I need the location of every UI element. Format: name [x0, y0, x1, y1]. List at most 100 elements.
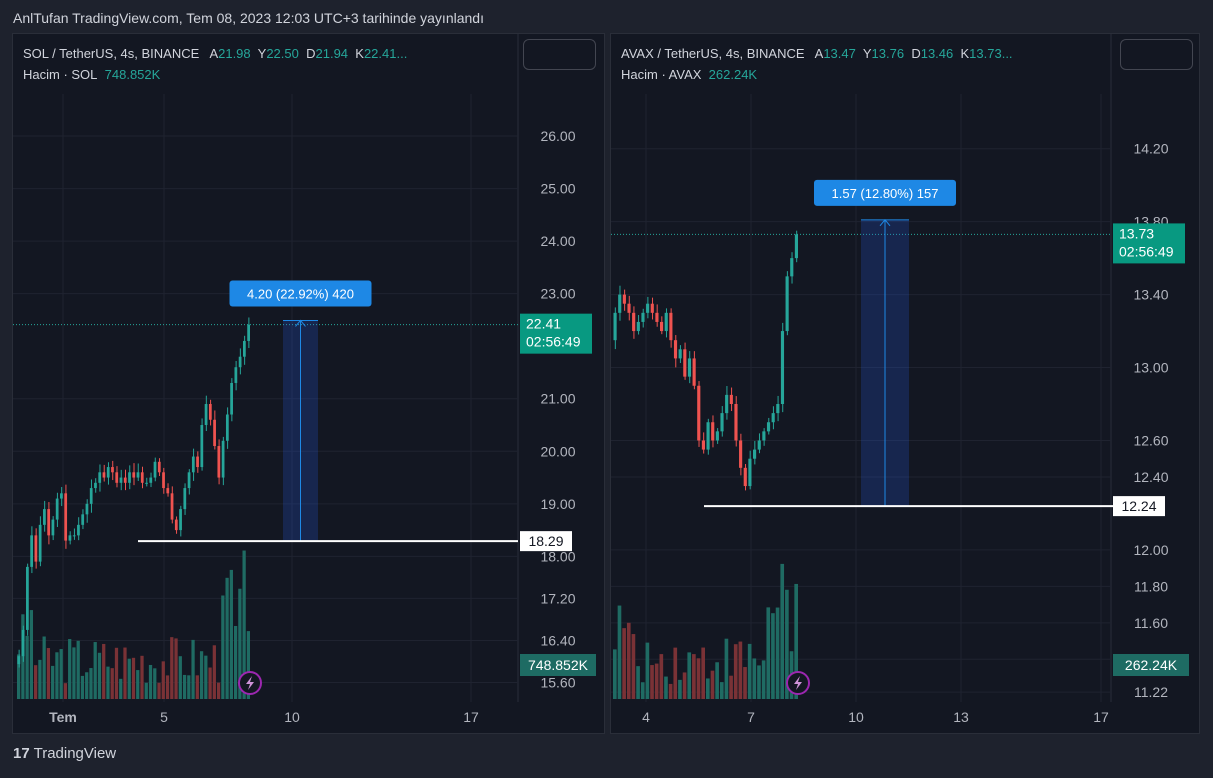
sol-candle-body: [72, 535, 76, 537]
sol-candle-body: [204, 404, 208, 426]
sol-y-tick-label: 17.20: [540, 590, 575, 606]
avax-volume-bar: [687, 652, 692, 699]
sol-candle-body: [21, 629, 25, 657]
sol-volume-bar: [238, 588, 242, 699]
avax-x-tick-label: 17: [1093, 709, 1109, 725]
sol-candle-body: [102, 472, 106, 478]
sol-x-tick-label: 5: [160, 709, 168, 725]
sol-volume-bar: [195, 675, 199, 699]
sol-volume-bar: [80, 675, 85, 699]
sol-volume-bar: [29, 610, 34, 699]
sol-volume-bar: [42, 636, 46, 699]
sol-volume-legend: Hacim · SOL 748.852K: [23, 67, 160, 82]
sol-volume-bar: [46, 648, 51, 699]
chart-pane-avax[interactable]: 14.20 13.80 13.40 13.00 12.60 12.40 12.00 11.80…: [610, 33, 1200, 734]
avax-candle-body: [790, 258, 794, 277]
avax-candle-body: [762, 431, 766, 441]
avax-candle-body: [641, 312, 645, 322]
sol-low-value: 21.94: [315, 46, 349, 61]
avax-volume-bar: [785, 589, 789, 699]
sol-legend-symbol-row: SOL / TetherUS, 4s, BINANCE A21.98 Y22.5…: [23, 46, 407, 61]
sol-candle-body: [179, 509, 182, 531]
sol-candle-body: [208, 404, 212, 420]
avax-volume-bar: [747, 643, 752, 699]
sol-candle-body: [149, 477, 153, 483]
sol-symbol-label: SOL / TetherUS, 4s, BINANCE: [23, 46, 200, 61]
sol-last-price-label: 22.41: [526, 316, 561, 332]
sol-candle-body: [213, 419, 216, 447]
sol-candle-body: [34, 535, 38, 562]
sol-support-badge-label: 18.29: [528, 533, 563, 549]
avax-high-value: 13.76: [871, 46, 905, 61]
sol-close-value: 22.41...: [363, 46, 408, 61]
sol-candle-body: [77, 524, 80, 536]
sol-candle-body: [225, 414, 229, 441]
sol-header-button[interactable]: [523, 39, 596, 70]
sol-x-tick-label: 10: [284, 709, 300, 725]
avax-volume-bar: [696, 658, 701, 699]
avax-volume-badge-label: 262.24K: [1125, 657, 1178, 673]
sol-candle-body: [128, 472, 131, 483]
sol-volume-bar: [106, 666, 110, 699]
avax-countdown-label: 02:56:49: [1119, 243, 1174, 259]
avax-volume-bar: [626, 622, 631, 699]
sol-volume-bar: [93, 642, 97, 699]
sol-candle-body: [26, 566, 29, 630]
sol-volume-bar: [165, 675, 170, 699]
avax-candle-body: [766, 422, 771, 432]
avax-volume-bar: [678, 679, 682, 699]
sol-volume-badge-label: 748.852K: [528, 657, 589, 673]
avax-volume-label: Hacim · AVAX: [621, 67, 702, 82]
sol-chart-svg[interactable]: 26.00 25.00 24.00 23.00 21.00 20.00 19.00 18.00…: [13, 34, 606, 735]
avax-candle-body: [664, 312, 668, 332]
sol-candle-body: [166, 488, 170, 494]
sol-candle-body: [234, 367, 238, 383]
avax-volume-bar: [757, 665, 761, 699]
sol-volume-bar: [59, 649, 63, 699]
avax-y-tick-label: 12.40: [1133, 469, 1168, 485]
sol-y-tick-label: 15.60: [540, 674, 575, 690]
avax-volume-bar: [719, 682, 724, 699]
avax-volume-legend: Hacim · AVAX 262.24K: [621, 67, 757, 82]
avax-volume-bar: [636, 666, 640, 699]
avax-volume-bar: [733, 644, 738, 699]
sol-volume-bar: [25, 635, 29, 699]
avax-volume-bar: [664, 676, 668, 699]
sol-candle-body: [217, 446, 221, 478]
avax-candle-body: [613, 312, 617, 341]
sol-ohlc: A21.98 Y22.50 D21.94 K22.41...: [203, 46, 407, 61]
avax-y-tick-label: 11.60: [1134, 615, 1168, 631]
avax-x-tick-label: 13: [953, 709, 969, 725]
avax-measure-label-bg: [814, 179, 956, 206]
sol-volume-bar: [68, 639, 72, 699]
avax-open-value: 13.47: [823, 46, 856, 61]
sol-candle-body: [98, 472, 102, 483]
avax-volume-bar: [631, 634, 636, 699]
sol-y-tick-label: 26.00: [540, 128, 575, 144]
sol-candle-body: [64, 493, 68, 541]
publish-header: AnlTufan TradingView.com, Tem 08, 2023 1…: [13, 10, 484, 26]
avax-candle-body: [706, 422, 710, 450]
avax-volume-bar: [682, 672, 687, 699]
avax-candle-body: [687, 358, 692, 377]
avax-volume-bar: [645, 642, 650, 699]
sol-volume-bar: [178, 656, 182, 699]
sol-volume-bar: [216, 682, 221, 699]
avax-header-button[interactable]: [1120, 39, 1193, 70]
sol-lightning-glyph: [246, 676, 254, 690]
sol-high-label: Y: [257, 46, 267, 61]
avax-candle-body: [743, 467, 747, 487]
sol-candle-body: [174, 519, 178, 531]
avax-candle-body: [636, 321, 640, 332]
chart-pane-sol[interactable]: 26.00 25.00 24.00 23.00 21.00 20.00 19.00 18.00…: [12, 33, 605, 734]
sol-volume-bar: [157, 682, 161, 699]
avax-candle-body: [669, 312, 673, 341]
sol-volume-bar: [51, 665, 55, 699]
avax-y-tick-label: 11.80: [1134, 578, 1168, 594]
sol-volume-bar: [34, 665, 38, 699]
sol-candle-body: [191, 456, 195, 473]
avax-open-label: A: [814, 46, 824, 61]
tradingview-footer[interactable]: 17 TradingView: [13, 745, 116, 762]
avax-volume-bar: [724, 638, 729, 699]
avax-chart-svg[interactable]: 14.2013.8013.4013.0012.6012.4012.0011.80…: [611, 34, 1201, 735]
